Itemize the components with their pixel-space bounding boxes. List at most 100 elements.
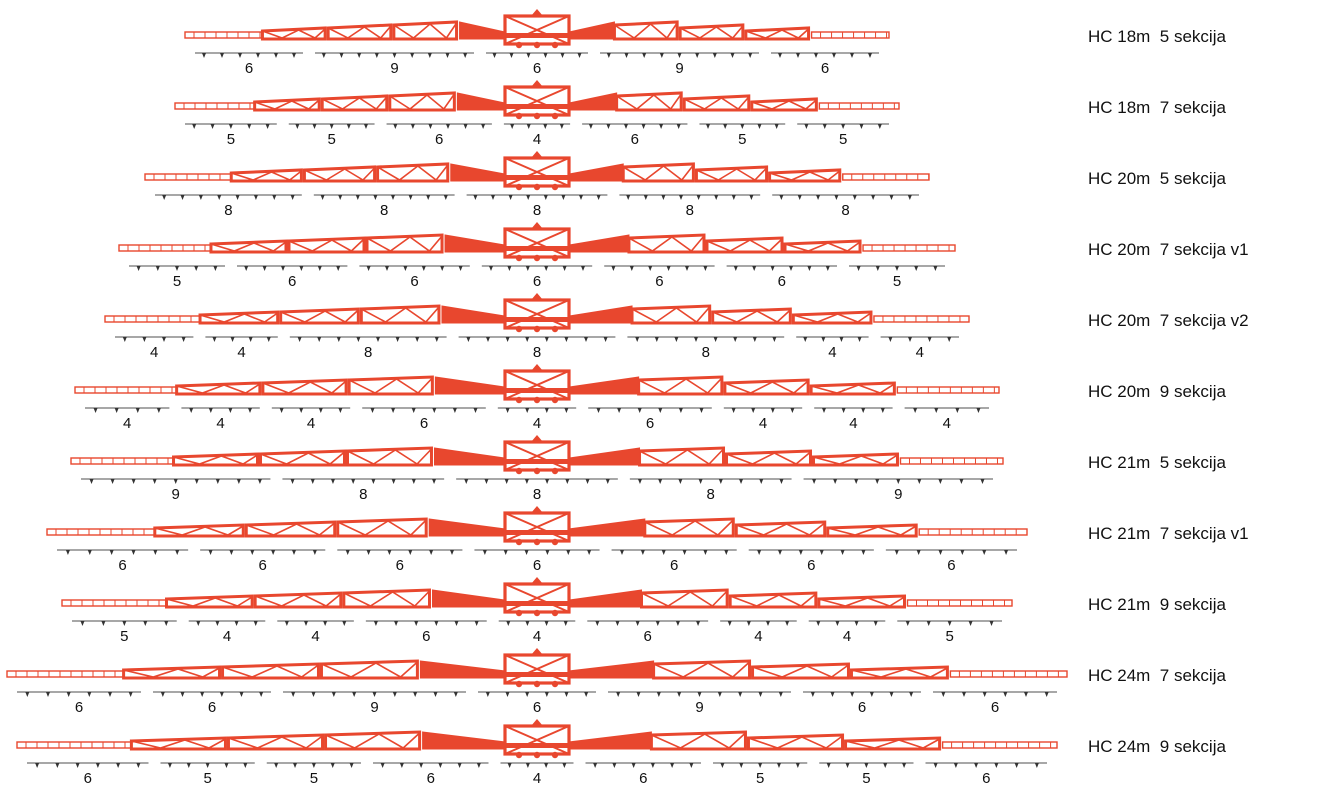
nozzle-icon xyxy=(565,692,569,697)
section-nozzle-count: 6 xyxy=(670,557,678,574)
nozzle-icon xyxy=(962,692,966,697)
nozzle-section: 4 xyxy=(501,763,574,787)
nozzle-section: 6 xyxy=(926,763,1048,787)
section-nozzle-count: 6 xyxy=(631,131,639,148)
nozzle-icon xyxy=(667,266,671,271)
nozzle-icon xyxy=(658,479,662,484)
nozzle-section: 8 xyxy=(282,479,444,503)
nozzle-section: 5 xyxy=(797,124,889,148)
nozzle-section: 6 xyxy=(586,763,702,787)
nozzle-icon xyxy=(331,479,335,484)
nozzle-section: 5 xyxy=(185,124,277,148)
nozzle-icon xyxy=(589,124,593,129)
section-nozzle-count: 5 xyxy=(756,770,764,787)
nozzle-icon xyxy=(909,692,913,697)
boom-row: 6 9 6 9 6HC 18m 5 sekcija xyxy=(185,9,1226,77)
nozzle-icon xyxy=(604,337,608,342)
nozzle-icon xyxy=(994,763,998,768)
nozzle-icon xyxy=(156,266,160,271)
nozzle-icon xyxy=(732,195,736,200)
section-nozzle-count: 5 xyxy=(203,770,211,787)
section-nozzle-count: 8 xyxy=(364,344,372,361)
nozzle-icon xyxy=(393,124,397,129)
nozzle-section: 9 xyxy=(283,692,466,716)
nozzle-icon xyxy=(779,692,783,697)
section-nozzle-count: 4 xyxy=(843,628,851,645)
nozzle-icon xyxy=(890,692,894,697)
nozzle-icon xyxy=(67,692,71,697)
nozzle-icon xyxy=(593,763,597,768)
nozzle-icon xyxy=(254,195,258,200)
nozzle-icon xyxy=(875,479,879,484)
nozzle-icon xyxy=(759,692,763,697)
nozzle-icon xyxy=(94,408,98,413)
nozzle-icon xyxy=(367,266,371,271)
nozzle-section: 4 xyxy=(499,621,576,645)
nozzle-icon xyxy=(871,195,875,200)
nozzle-icon xyxy=(636,621,640,626)
nozzle-icon xyxy=(394,621,398,626)
nozzle-icon xyxy=(525,621,529,626)
nozzle-icon xyxy=(779,479,783,484)
section-nozzle-count: 6 xyxy=(422,628,430,645)
nozzle-icon xyxy=(161,692,165,697)
nozzle-icon xyxy=(560,124,564,129)
section-nozzle-count: 5 xyxy=(327,131,335,148)
section-nozzle-count: 6 xyxy=(858,699,866,716)
nozzle-icon xyxy=(855,621,859,626)
boom-tip xyxy=(908,600,1013,606)
section-nozzle-count: 9 xyxy=(695,699,703,716)
nozzle-icon xyxy=(375,53,379,58)
nozzle-icon xyxy=(934,763,938,768)
nozzle-icon xyxy=(507,266,511,271)
nozzle-icon xyxy=(115,408,119,413)
inner-arm-left xyxy=(435,377,505,394)
nozzle-icon xyxy=(426,195,430,200)
inner-arm-right xyxy=(569,377,639,394)
nozzle-icon xyxy=(195,479,199,484)
nozzle-section: 8 xyxy=(314,195,455,219)
nozzle-icon xyxy=(703,266,707,271)
nozzle-icon xyxy=(281,266,285,271)
nozzle-section: 8 xyxy=(459,337,616,361)
nozzle-icon xyxy=(340,53,344,58)
nozzle-icon xyxy=(685,266,689,271)
configuration-label: HC 20m 5 sekcija xyxy=(1088,169,1226,188)
nozzle-icon xyxy=(883,763,887,768)
nozzle-icon xyxy=(506,408,510,413)
nozzle-icon xyxy=(648,266,652,271)
boom-row: 5 6 6 6 6 6 5 HC 20m 7 sekcija v1 xyxy=(119,222,1249,290)
section-nozzle-count: 9 xyxy=(675,60,683,77)
section-nozzle-count: 9 xyxy=(894,486,902,503)
nozzle-icon xyxy=(733,337,737,342)
nozzle-icon xyxy=(338,195,342,200)
nozzle-icon xyxy=(659,124,663,129)
nozzle-icon xyxy=(132,479,136,484)
nozzle-icon xyxy=(110,550,114,555)
nozzle-section: 6 xyxy=(57,550,188,574)
configuration-label: HC 24m 7 sekcija xyxy=(1088,666,1226,685)
nozzle-section: 6 xyxy=(17,692,141,716)
nozzle-icon xyxy=(804,124,808,129)
nozzle-icon xyxy=(76,763,80,768)
nozzle-icon xyxy=(908,195,912,200)
inner-arm-left xyxy=(460,22,505,39)
nozzle-icon xyxy=(248,408,252,413)
nozzle-icon xyxy=(734,266,738,271)
nozzle-icon xyxy=(373,692,377,697)
section-nozzle-count: 8 xyxy=(533,486,541,503)
nozzle-icon xyxy=(330,124,334,129)
section-nozzle-count: 5 xyxy=(120,628,128,645)
nozzle-icon xyxy=(833,479,837,484)
boom-tip xyxy=(950,671,1067,677)
nozzle-icon xyxy=(771,266,775,271)
nozzle-section: 8 xyxy=(627,337,784,361)
nozzle-section: 5 xyxy=(849,266,945,290)
nozzle-icon xyxy=(475,621,479,626)
nozzle-icon xyxy=(841,124,845,129)
nozzle-icon xyxy=(136,763,140,768)
nozzle-icon xyxy=(584,337,588,342)
nozzle-icon xyxy=(739,763,743,768)
nozzle-icon xyxy=(525,550,529,555)
nozzle-icon xyxy=(236,195,240,200)
